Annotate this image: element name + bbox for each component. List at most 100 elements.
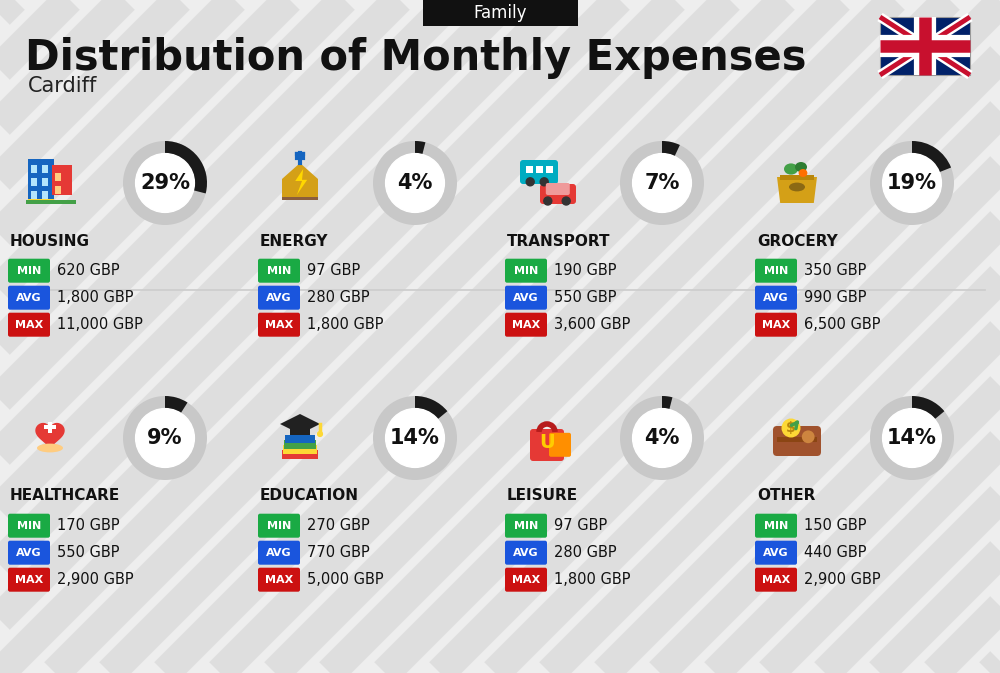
Text: Cardiff: Cardiff bbox=[28, 76, 97, 96]
Ellipse shape bbox=[799, 169, 807, 177]
Text: 770 GBP: 770 GBP bbox=[307, 545, 370, 560]
FancyBboxPatch shape bbox=[880, 17, 970, 75]
Wedge shape bbox=[620, 396, 704, 480]
Wedge shape bbox=[123, 396, 207, 480]
Wedge shape bbox=[415, 141, 425, 155]
FancyBboxPatch shape bbox=[48, 422, 52, 433]
Text: AVG: AVG bbox=[266, 548, 292, 558]
Text: Distribution of Monthly Expenses: Distribution of Monthly Expenses bbox=[25, 37, 806, 79]
Circle shape bbox=[318, 431, 322, 436]
Text: AVG: AVG bbox=[16, 548, 42, 558]
Text: 2,900 GBP: 2,900 GBP bbox=[57, 572, 134, 588]
Wedge shape bbox=[415, 396, 447, 419]
FancyBboxPatch shape bbox=[546, 166, 553, 173]
Text: HEALTHCARE: HEALTHCARE bbox=[10, 489, 120, 503]
Text: 280 GBP: 280 GBP bbox=[554, 545, 617, 560]
Text: 1,800 GBP: 1,800 GBP bbox=[307, 317, 384, 332]
FancyBboxPatch shape bbox=[546, 183, 570, 195]
Text: AVG: AVG bbox=[16, 293, 42, 303]
Wedge shape bbox=[165, 396, 188, 413]
FancyBboxPatch shape bbox=[777, 437, 817, 442]
FancyBboxPatch shape bbox=[8, 286, 50, 310]
FancyBboxPatch shape bbox=[540, 184, 576, 204]
FancyBboxPatch shape bbox=[8, 313, 50, 336]
Text: LEISURE: LEISURE bbox=[507, 489, 578, 503]
FancyBboxPatch shape bbox=[283, 445, 317, 454]
Circle shape bbox=[782, 419, 800, 437]
FancyBboxPatch shape bbox=[755, 513, 797, 538]
Text: MAX: MAX bbox=[512, 320, 540, 330]
Text: 19%: 19% bbox=[887, 173, 937, 193]
Text: 550 GBP: 550 GBP bbox=[57, 545, 120, 560]
FancyBboxPatch shape bbox=[282, 197, 318, 200]
Ellipse shape bbox=[784, 164, 798, 174]
FancyBboxPatch shape bbox=[755, 286, 797, 310]
FancyBboxPatch shape bbox=[505, 313, 547, 336]
FancyBboxPatch shape bbox=[530, 429, 564, 461]
Circle shape bbox=[526, 178, 534, 186]
FancyBboxPatch shape bbox=[258, 286, 300, 310]
Wedge shape bbox=[912, 396, 944, 419]
Text: 280 GBP: 280 GBP bbox=[307, 290, 370, 305]
FancyBboxPatch shape bbox=[505, 540, 547, 565]
FancyBboxPatch shape bbox=[290, 429, 310, 435]
Text: AVG: AVG bbox=[513, 293, 539, 303]
Text: OTHER: OTHER bbox=[757, 489, 815, 503]
Wedge shape bbox=[912, 141, 951, 172]
FancyBboxPatch shape bbox=[31, 178, 37, 186]
Circle shape bbox=[136, 409, 194, 468]
Wedge shape bbox=[373, 141, 457, 225]
Circle shape bbox=[386, 409, 444, 468]
FancyBboxPatch shape bbox=[8, 513, 50, 538]
Text: 97 GBP: 97 GBP bbox=[554, 518, 607, 533]
Text: AVG: AVG bbox=[763, 548, 789, 558]
Text: MIN: MIN bbox=[514, 521, 538, 531]
Wedge shape bbox=[870, 141, 954, 225]
Text: 270 GBP: 270 GBP bbox=[307, 518, 370, 533]
Circle shape bbox=[883, 153, 941, 213]
Text: 29%: 29% bbox=[140, 173, 190, 193]
FancyBboxPatch shape bbox=[52, 165, 72, 195]
Circle shape bbox=[540, 178, 548, 186]
FancyBboxPatch shape bbox=[28, 159, 54, 201]
Circle shape bbox=[136, 153, 194, 213]
Text: MIN: MIN bbox=[17, 266, 41, 276]
Text: MIN: MIN bbox=[514, 266, 538, 276]
FancyBboxPatch shape bbox=[31, 191, 37, 199]
FancyBboxPatch shape bbox=[755, 540, 797, 565]
Text: ENERGY: ENERGY bbox=[260, 234, 328, 248]
FancyBboxPatch shape bbox=[258, 568, 300, 592]
Text: MAX: MAX bbox=[762, 320, 790, 330]
FancyBboxPatch shape bbox=[505, 258, 547, 283]
Circle shape bbox=[633, 153, 691, 213]
FancyBboxPatch shape bbox=[282, 450, 318, 459]
Text: 620 GBP: 620 GBP bbox=[57, 263, 120, 278]
Text: HOUSING: HOUSING bbox=[10, 234, 90, 248]
Ellipse shape bbox=[795, 162, 807, 172]
FancyBboxPatch shape bbox=[284, 439, 316, 449]
Text: 170 GBP: 170 GBP bbox=[57, 518, 120, 533]
Text: MAX: MAX bbox=[265, 320, 293, 330]
Text: 440 GBP: 440 GBP bbox=[804, 545, 866, 560]
Text: U: U bbox=[539, 433, 555, 452]
Wedge shape bbox=[620, 141, 704, 225]
FancyBboxPatch shape bbox=[258, 258, 300, 283]
FancyBboxPatch shape bbox=[42, 165, 48, 173]
Text: 5,000 GBP: 5,000 GBP bbox=[307, 572, 384, 588]
Text: 350 GBP: 350 GBP bbox=[804, 263, 866, 278]
Wedge shape bbox=[373, 396, 457, 480]
FancyBboxPatch shape bbox=[505, 568, 547, 592]
FancyBboxPatch shape bbox=[8, 540, 50, 565]
FancyBboxPatch shape bbox=[755, 568, 797, 592]
Text: MAX: MAX bbox=[15, 320, 43, 330]
Text: MIN: MIN bbox=[267, 521, 291, 531]
Text: MAX: MAX bbox=[265, 575, 293, 585]
FancyBboxPatch shape bbox=[31, 165, 37, 173]
Text: AVG: AVG bbox=[763, 293, 789, 303]
Text: MIN: MIN bbox=[17, 521, 41, 531]
Wedge shape bbox=[662, 396, 672, 410]
Wedge shape bbox=[165, 141, 207, 193]
Text: 4%: 4% bbox=[397, 173, 433, 193]
FancyBboxPatch shape bbox=[42, 178, 48, 186]
Wedge shape bbox=[123, 141, 207, 225]
